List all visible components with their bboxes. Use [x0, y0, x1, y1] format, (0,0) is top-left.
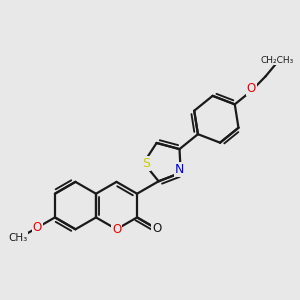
Text: CH₃: CH₃	[8, 232, 28, 243]
Text: N: N	[175, 163, 184, 176]
Text: O: O	[33, 221, 42, 234]
Text: S: S	[142, 158, 150, 170]
Text: O: O	[112, 223, 121, 236]
Text: CH₂CH₃: CH₂CH₃	[260, 56, 294, 65]
Text: O: O	[247, 82, 256, 95]
Text: O: O	[152, 222, 161, 235]
